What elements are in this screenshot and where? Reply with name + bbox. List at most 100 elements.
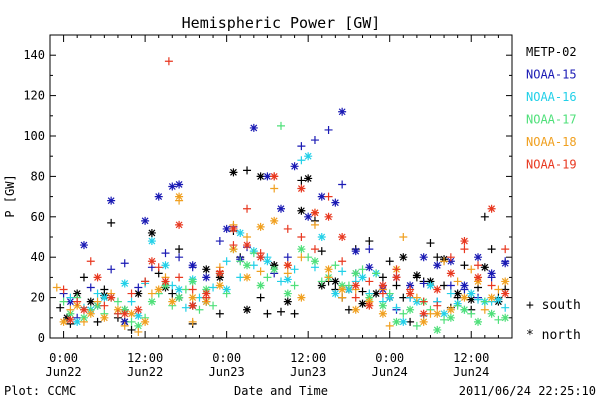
south-point	[243, 233, 252, 241]
north-point	[202, 265, 211, 274]
legend-entry: NOAA-17	[526, 113, 577, 127]
south-point	[365, 237, 374, 246]
south-point	[263, 273, 272, 282]
north-point	[100, 293, 109, 302]
south-point	[134, 327, 143, 336]
south-point	[310, 136, 319, 145]
north-point	[66, 309, 75, 318]
south-point	[297, 176, 306, 185]
north-point	[202, 297, 211, 306]
south-point	[181, 285, 190, 294]
north-point	[107, 293, 116, 302]
south-point	[290, 265, 299, 274]
north-point	[399, 253, 408, 262]
south-point	[304, 253, 313, 262]
south-point	[310, 245, 319, 254]
south-point	[297, 142, 306, 151]
north-point	[304, 174, 313, 183]
south-point	[467, 309, 476, 318]
north-point	[93, 273, 102, 282]
south-point	[209, 283, 218, 292]
north-point	[474, 253, 483, 262]
south-point	[392, 281, 401, 290]
south-point	[263, 309, 272, 318]
north-point	[147, 228, 156, 237]
north-point	[433, 285, 442, 294]
south-point	[283, 269, 292, 278]
south-point	[79, 273, 88, 282]
x-axis-label: Date and Time	[234, 384, 328, 398]
south-point	[385, 321, 394, 330]
south-point	[331, 261, 340, 270]
south-point	[453, 301, 462, 310]
x-axis: 0:00Jun2212:00Jun220:00Jun2312:00Jun230:…	[46, 35, 499, 379]
y-tick-label: 60	[31, 210, 45, 224]
y-tick-label: 120	[23, 89, 45, 103]
south-point	[460, 245, 469, 254]
south-point	[474, 261, 483, 270]
south-point	[168, 289, 177, 298]
north-point	[113, 305, 122, 314]
x-tick-date-label: Jun24	[453, 365, 489, 379]
north-point	[120, 279, 129, 288]
south-point	[399, 293, 408, 302]
north-point	[338, 233, 347, 241]
south-point	[188, 317, 197, 326]
north-point	[270, 261, 279, 270]
north-point	[229, 168, 238, 177]
north-point	[270, 265, 279, 274]
north-point	[154, 192, 163, 201]
south-point	[175, 273, 184, 282]
north-point	[474, 277, 483, 286]
north-point	[243, 305, 252, 314]
y-axis: 0 20 40 60 80 100 120 140	[23, 48, 512, 345]
north-point	[202, 273, 211, 282]
north-point	[392, 273, 401, 282]
north-point	[175, 192, 184, 201]
south-point	[107, 218, 116, 227]
north-point	[290, 162, 299, 171]
north-point	[392, 317, 401, 326]
north-point	[243, 261, 252, 270]
south-point	[290, 281, 299, 290]
north-point	[344, 285, 353, 294]
north-point	[161, 277, 170, 286]
north-point	[467, 295, 476, 304]
north-point	[433, 325, 442, 334]
north-point	[277, 204, 285, 213]
south-point	[93, 317, 102, 326]
north-point	[188, 261, 197, 270]
south-point	[209, 301, 218, 310]
south-point	[385, 289, 394, 298]
north-point	[378, 301, 387, 310]
south-point	[277, 307, 285, 316]
north-point	[317, 192, 326, 201]
south-point	[338, 180, 347, 189]
north-point	[297, 184, 306, 193]
x-tick-time-label: 12:00	[290, 351, 326, 365]
north-point	[487, 204, 496, 213]
north-point	[487, 269, 496, 278]
south-point	[56, 303, 65, 312]
south-point	[256, 293, 265, 302]
south-point	[433, 301, 442, 310]
south-point	[440, 257, 449, 266]
north-point	[446, 269, 455, 278]
south-point	[494, 285, 503, 294]
chart-title: Hemispheric Power [GW]	[182, 14, 381, 32]
south-point	[412, 293, 421, 302]
north-point	[263, 257, 272, 266]
south-point	[385, 257, 394, 266]
north-point	[406, 305, 415, 314]
north-point	[460, 305, 469, 314]
south-point	[419, 279, 428, 288]
south-point	[147, 289, 156, 298]
south-point	[406, 317, 415, 326]
north-point	[406, 289, 415, 298]
north-point	[263, 172, 272, 181]
south-point	[195, 293, 204, 302]
south-point	[168, 281, 177, 290]
south-point	[215, 309, 224, 318]
south-point	[154, 263, 163, 272]
